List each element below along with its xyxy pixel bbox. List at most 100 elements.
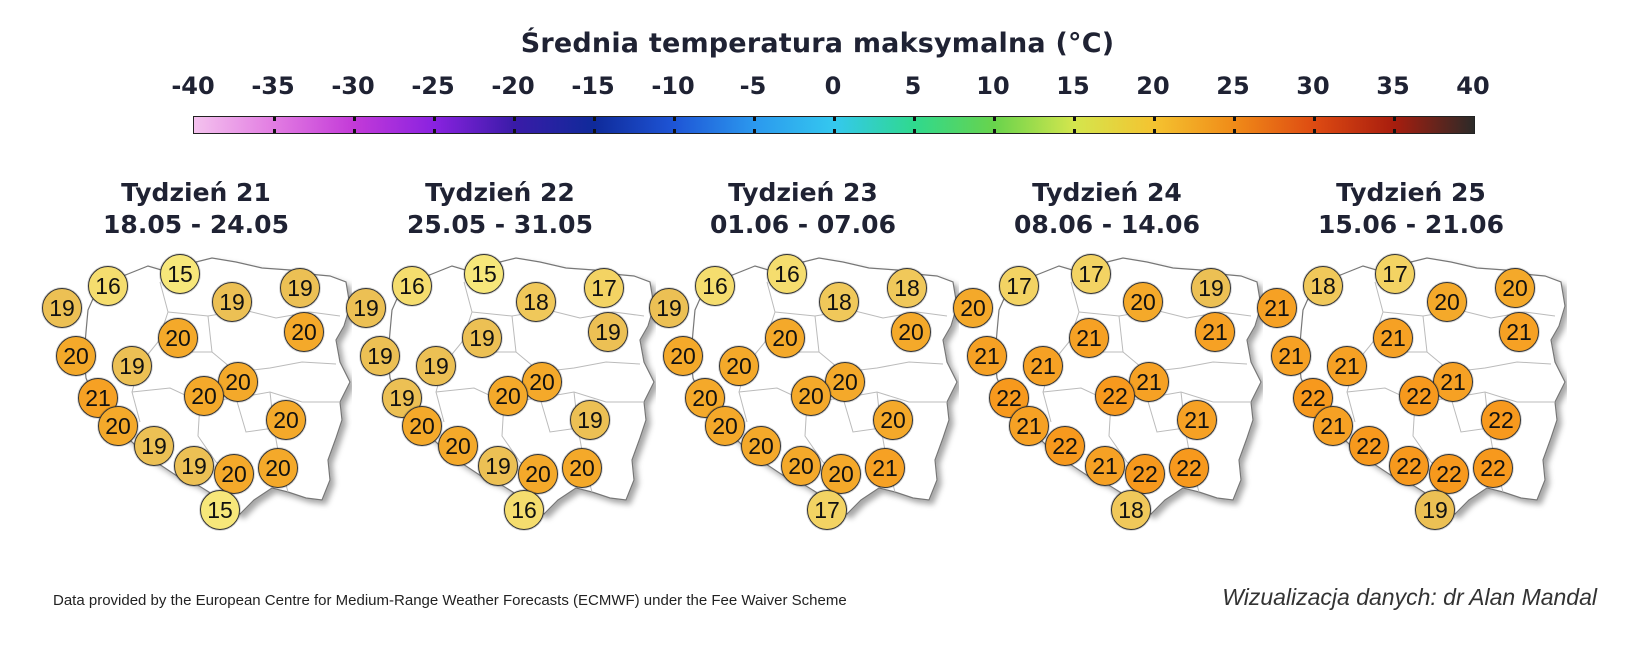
colorbar-tick-mark bbox=[992, 111, 996, 139]
temperature-value-marker: 20 bbox=[438, 426, 478, 466]
data-credit: Data provided by the European Centre for… bbox=[53, 592, 847, 609]
week-date-range: 25.05 - 31.05 bbox=[407, 210, 593, 239]
temperature-value-marker: 16 bbox=[392, 266, 432, 306]
temperature-value-marker: 21 bbox=[1069, 318, 1109, 358]
region-border bbox=[738, 281, 776, 423]
temperature-value-marker: 20 bbox=[218, 362, 258, 402]
temperature-value-marker: 20 bbox=[284, 312, 324, 352]
week-panel: Tydzień 25 15.06 - 21.06 21 18 17 20 20 21 21 21 2… bbox=[1255, 178, 1567, 558]
temperature-value-marker: 21 bbox=[1129, 362, 1169, 402]
colorbar-tick-label: 30 bbox=[1296, 72, 1330, 100]
week-date-range: 18.05 - 24.05 bbox=[103, 210, 289, 239]
temperature-value-marker: 21 bbox=[1373, 318, 1413, 358]
temperature-value-marker: 21 bbox=[1195, 312, 1235, 352]
colorbar-tick-label: 40 bbox=[1456, 72, 1490, 100]
colorbar-tick-mark bbox=[1232, 111, 1236, 139]
temperature-value-marker: 20 bbox=[873, 400, 913, 440]
temperature-value-marker: 18 bbox=[1111, 490, 1151, 530]
colorbar-tick-mark bbox=[1312, 111, 1316, 139]
week-title: Tydzień 21 bbox=[121, 178, 271, 207]
colorbar-tick-mark bbox=[1152, 111, 1156, 139]
week-panel: Tydzień 24 08.06 - 14.06 20 17 17 20 19 21 21 21 2… bbox=[951, 178, 1263, 558]
region-border bbox=[1042, 281, 1080, 423]
temperature-value-marker: 19 bbox=[112, 346, 152, 386]
temperature-value-marker: 21 bbox=[1313, 406, 1353, 446]
temperature-value-marker: 21 bbox=[865, 448, 905, 488]
temperature-value-marker: 19 bbox=[462, 318, 502, 358]
colorbar-tick-mark bbox=[672, 111, 676, 139]
temperature-value-marker: 20 bbox=[1495, 268, 1535, 308]
temperature-value-marker: 20 bbox=[214, 454, 254, 494]
week-panel: Tydzień 22 25.05 - 31.05 19 16 15 18 17 19 19 19 1… bbox=[344, 178, 656, 558]
region-border bbox=[774, 309, 948, 319]
region-border bbox=[167, 309, 341, 319]
temperature-value-marker: 16 bbox=[504, 490, 544, 530]
colorbar-tick-label: -20 bbox=[491, 72, 535, 100]
temperature-value-marker: 17 bbox=[999, 266, 1039, 306]
week-title: Tydzień 22 bbox=[425, 178, 575, 207]
colorbar-tick-label: -25 bbox=[411, 72, 455, 100]
temperature-value-marker: 21 bbox=[1271, 336, 1311, 376]
week-panel: Tydzień 21 18.05 - 24.05 19 16 15 19 19 20 20 20 1… bbox=[40, 178, 352, 558]
temperature-value-marker: 19 bbox=[478, 446, 518, 486]
temperature-value-marker: 21 bbox=[1085, 446, 1125, 486]
temperature-value-marker: 22 bbox=[1481, 400, 1521, 440]
region-border bbox=[435, 281, 473, 423]
colorbar-tick-mark bbox=[592, 111, 596, 139]
temperature-value-marker: 20 bbox=[705, 406, 745, 446]
colorbar-tick-mark bbox=[912, 111, 916, 139]
colorbar-tick-label: 0 bbox=[824, 72, 842, 100]
colorbar-tick-mark bbox=[352, 111, 356, 139]
temperature-value-marker: 15 bbox=[464, 254, 504, 294]
region-border bbox=[471, 309, 645, 319]
region-border bbox=[1382, 309, 1556, 319]
colorbar-tick-mark bbox=[272, 111, 276, 139]
week-title: Tydzień 23 bbox=[728, 178, 878, 207]
temperature-value-marker: 20 bbox=[663, 336, 703, 376]
temperature-value-marker: 20 bbox=[562, 448, 602, 488]
colorbar-tick-label: -5 bbox=[739, 72, 767, 100]
colorbar-tick-mark bbox=[1392, 111, 1396, 139]
temperature-value-marker: 17 bbox=[584, 268, 624, 308]
temperature-value-marker: 20 bbox=[488, 376, 528, 416]
temperature-value-marker: 22 bbox=[1095, 376, 1135, 416]
colorbar-gradient bbox=[193, 116, 1475, 134]
colorbar-tick-label: -30 bbox=[331, 72, 375, 100]
temperature-value-marker: 20 bbox=[1123, 282, 1163, 322]
colorbar-tick-label: -10 bbox=[651, 72, 695, 100]
temperature-value-marker: 17 bbox=[807, 490, 847, 530]
temperature-value-marker: 20 bbox=[791, 376, 831, 416]
temperature-value-marker: 19 bbox=[649, 288, 689, 328]
temperature-value-marker: 18 bbox=[516, 282, 556, 322]
temperature-value-marker: 16 bbox=[88, 266, 128, 306]
temperature-value-marker: 21 bbox=[1023, 346, 1063, 386]
temperature-value-marker: 22 bbox=[1125, 454, 1165, 494]
temperature-value-marker: 19 bbox=[134, 426, 174, 466]
temperature-value-marker: 19 bbox=[174, 446, 214, 486]
temperature-value-marker: 18 bbox=[887, 268, 927, 308]
region-border bbox=[131, 281, 169, 423]
temperature-value-marker: 20 bbox=[56, 336, 96, 376]
temperature-value-marker: 16 bbox=[695, 266, 735, 306]
temperature-value-marker: 19 bbox=[570, 400, 610, 440]
colorbar-tick-label: 20 bbox=[1136, 72, 1170, 100]
colorbar-tick-label: 15 bbox=[1056, 72, 1090, 100]
temperature-value-marker: 15 bbox=[160, 254, 200, 294]
temperature-value-marker: 21 bbox=[1327, 346, 1367, 386]
temperature-value-marker: 19 bbox=[1191, 268, 1231, 308]
temperature-value-marker: 20 bbox=[1427, 282, 1467, 322]
temperature-value-marker: 22 bbox=[1399, 376, 1439, 416]
temperature-value-marker: 22 bbox=[1389, 446, 1429, 486]
temperature-value-marker: 20 bbox=[158, 318, 198, 358]
colorbar-tick-mark bbox=[832, 111, 836, 139]
temperature-value-marker: 19 bbox=[346, 288, 386, 328]
temperature-value-marker: 17 bbox=[1071, 254, 1111, 294]
temperature-value-marker: 16 bbox=[767, 254, 807, 294]
temperature-value-marker: 21 bbox=[1257, 288, 1297, 328]
colorbar-tick-label: -35 bbox=[251, 72, 295, 100]
temperature-value-marker: 19 bbox=[42, 288, 82, 328]
temperature-value-marker: 21 bbox=[1009, 406, 1049, 446]
temperature-value-marker: 21 bbox=[1177, 400, 1217, 440]
week-title: Tydzień 24 bbox=[1032, 178, 1182, 207]
temperature-value-marker: 22 bbox=[1429, 454, 1469, 494]
